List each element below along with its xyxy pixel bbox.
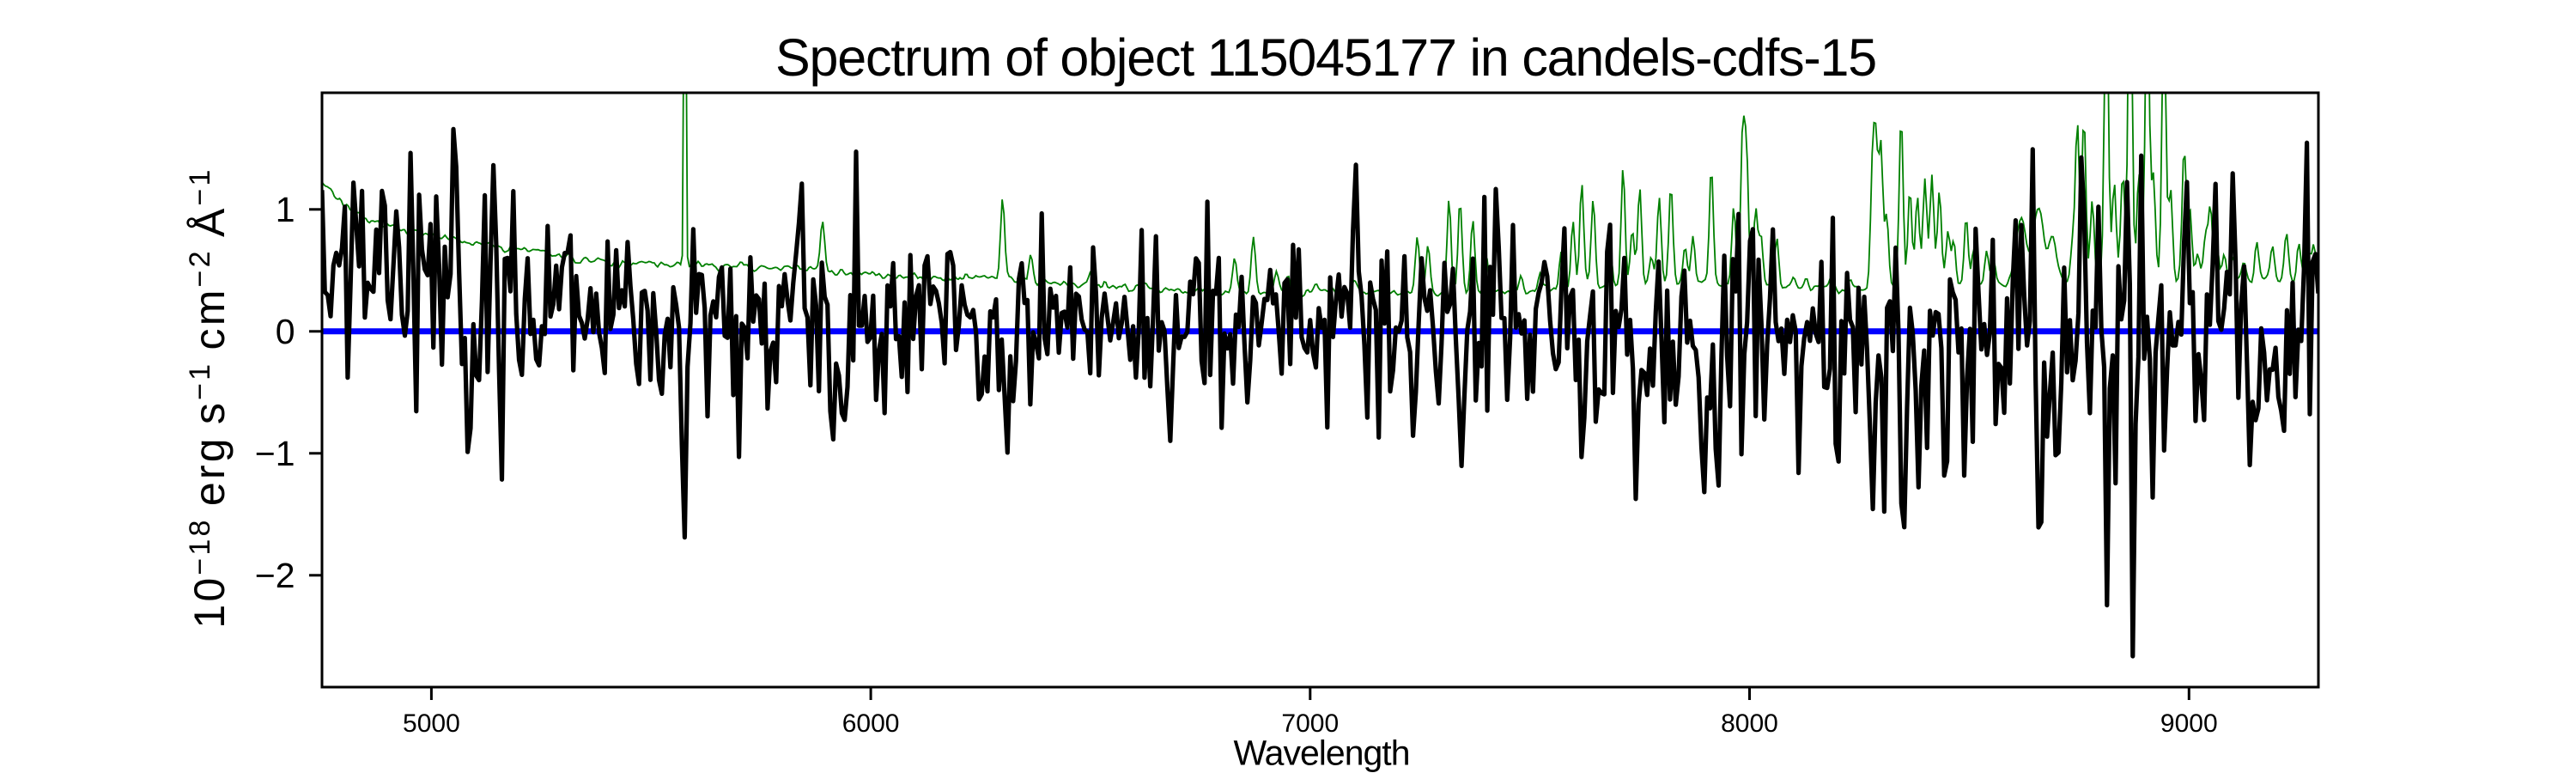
svg-text:6000: 6000 xyxy=(842,709,900,738)
svg-text:10−18 erg s−1 cm−2 Å−1: 10−18 erg s−1 cm−2 Å−1 xyxy=(184,167,234,628)
svg-text:−1: −1 xyxy=(255,434,295,473)
svg-text:8000: 8000 xyxy=(1721,709,1778,738)
svg-text:5000: 5000 xyxy=(403,709,460,738)
svg-text:Spectrum of object 115045177 i: Spectrum of object 115045177 in candels-… xyxy=(775,28,1876,87)
svg-text:−2: −2 xyxy=(255,556,295,595)
svg-text:1: 1 xyxy=(276,190,295,229)
svg-text:7000: 7000 xyxy=(1281,709,1339,738)
svg-text:9000: 9000 xyxy=(2160,709,2218,738)
svg-text:0: 0 xyxy=(276,312,295,351)
svg-text:Wavelength: Wavelength xyxy=(1234,733,1410,773)
